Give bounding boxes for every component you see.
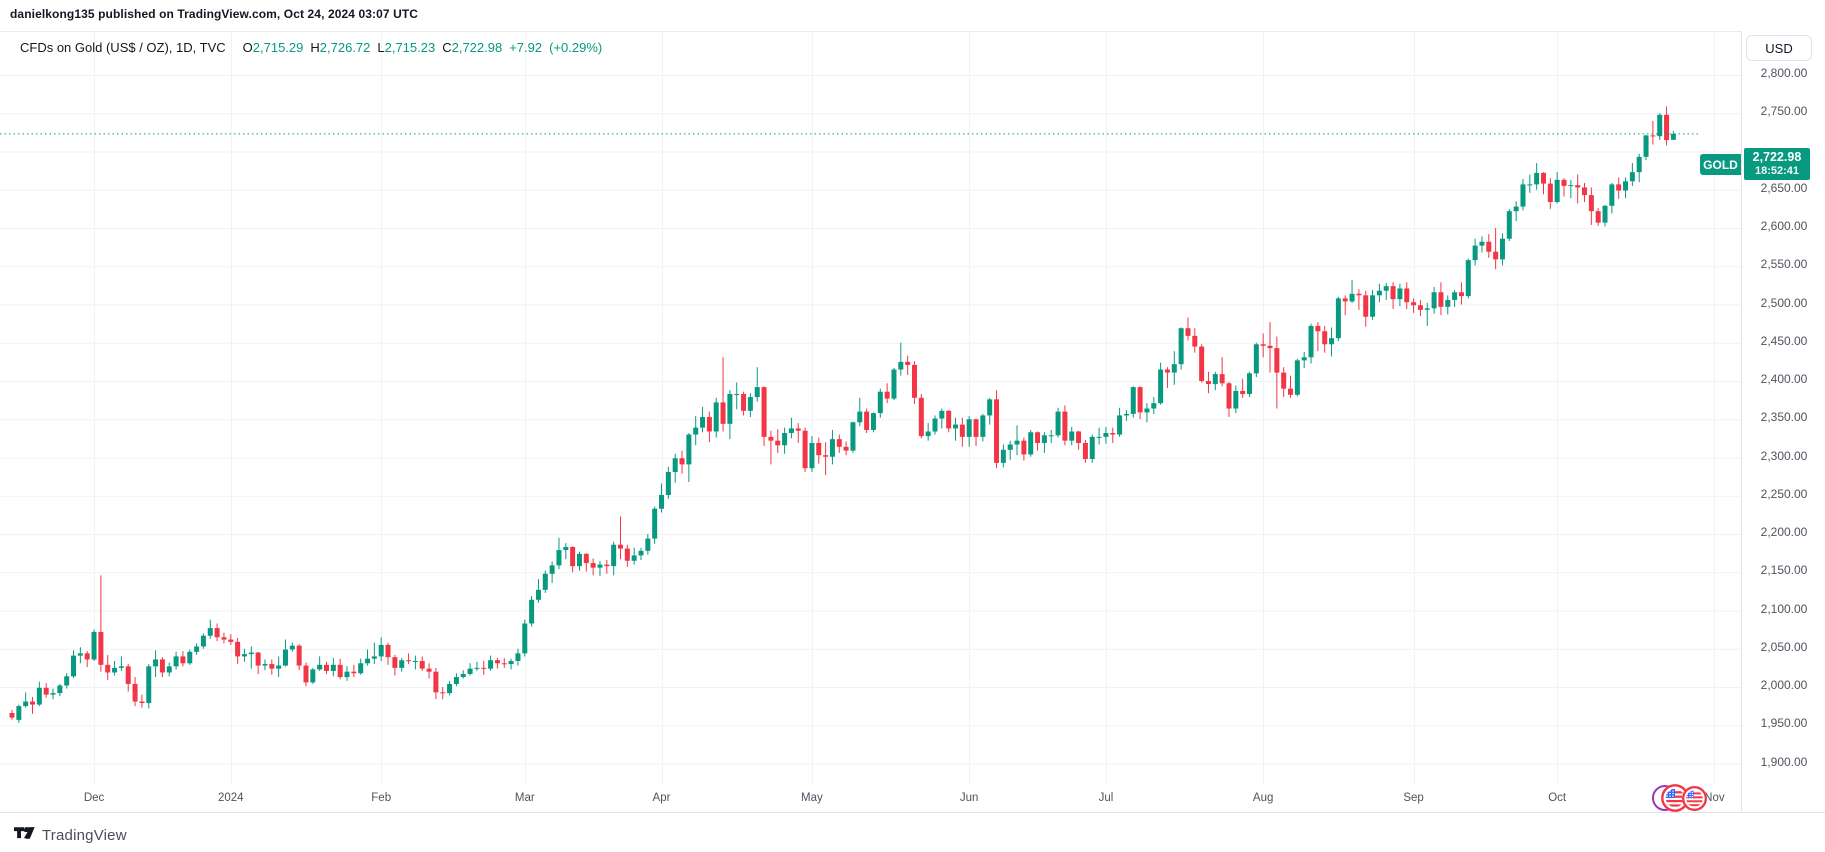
time-axis-label: Aug: [1253, 792, 1273, 804]
brand-text[interactable]: TradingView: [42, 826, 127, 844]
price-tick-label: 2,450.00: [1760, 333, 1808, 348]
change-value: +7.92: [509, 40, 543, 55]
time-axis-label: 2024: [218, 792, 244, 804]
change-percent: (+0.29%): [549, 40, 603, 55]
us-flag-icon[interactable]: [1661, 784, 1689, 812]
close-value: 2,722.98: [451, 40, 503, 55]
price-tick-label: 2,350.00: [1760, 410, 1808, 425]
open-label: O: [242, 40, 253, 55]
bar-countdown: 18:52:41: [1754, 164, 1800, 177]
price-tick-label: 2,550.00: [1760, 257, 1808, 272]
currency-button[interactable]: USD: [1746, 35, 1812, 61]
time-axis-label: Jul: [1099, 792, 1114, 804]
time-axis-label: Dec: [84, 792, 105, 804]
time-axis-label: Mar: [515, 792, 535, 804]
symbol-title[interactable]: CFDs on Gold (US$ / OZ), 1D, TVC: [20, 40, 226, 55]
high-value: 2,726.72: [319, 40, 371, 55]
price-tick-label: 1,900.00: [1760, 754, 1808, 769]
time-axis-label: Nov: [1704, 792, 1725, 804]
pane-bottom-border: [0, 812, 1825, 813]
footer: TradingView: [14, 825, 127, 845]
attribution-text: danielkong135 published on TradingView.c…: [10, 7, 419, 21]
time-axis-label: Apr: [653, 792, 671, 804]
economic-event-markers[interactable]: [1652, 784, 1710, 812]
price-tick-label: 2,750.00: [1760, 104, 1808, 119]
chart-pane[interactable]: Dec 2024 Feb Mar Apr May Jun Jul Aug Sep Oct Nov CF…: [0, 31, 1741, 813]
time-axis-label: Feb: [371, 792, 391, 804]
price-tick-label: 2,200.00: [1760, 525, 1808, 539]
us-flag-icon[interactable]: [1682, 786, 1707, 811]
close-label: C: [442, 40, 452, 55]
tradingview-logo-icon[interactable]: [14, 827, 35, 843]
last-price-box: 2,722.98 18:52:41: [1744, 147, 1810, 180]
price-tick-label: 2,100.00: [1760, 601, 1808, 616]
time-axis-label: Oct: [1548, 792, 1567, 804]
price-tick-label: 2,300.00: [1760, 448, 1808, 463]
time-axis-label: Jun: [960, 792, 979, 804]
high-label: H: [310, 40, 320, 55]
time-axis-label: May: [801, 792, 823, 804]
ticker-price-tag: GOLD: [1700, 154, 1741, 176]
price-tick-label: 1,950.00: [1760, 716, 1808, 731]
low-label: L: [377, 40, 385, 55]
price-tick-label: 2,000.00: [1760, 678, 1808, 692]
price-tick-label: 2,500.00: [1760, 295, 1808, 310]
symbol-legend: CFDs on Gold (US$ / OZ), 1D, TVC O2,715.2…: [20, 40, 602, 55]
time-axis-label: Sep: [1403, 792, 1423, 804]
price-tick-label: 2,800.00: [1760, 66, 1808, 80]
price-tick-label: 2,150.00: [1760, 563, 1808, 578]
price-tick-label: 2,250.00: [1760, 486, 1808, 501]
price-tick-label: 2,400.00: [1760, 372, 1808, 386]
price-tick-label: 2,600.00: [1760, 219, 1808, 233]
open-value: 2,715.29: [252, 40, 304, 55]
chart-plot[interactable]: Dec 2024 Feb Mar Apr May Jun Jul Aug Sep Oct Nov: [0, 32, 1741, 818]
price-axis[interactable]: USD 2,800.00 2,750.00 2,650.00 2,600.00 2,55…: [1741, 31, 1825, 812]
price-tick-label: 2,650.00: [1760, 180, 1808, 195]
last-price-value: 2,722.98: [1752, 150, 1802, 165]
low-value: 2,715.23: [384, 40, 436, 55]
attribution-bar: danielkong135 published on TradingView.c…: [0, 0, 1825, 31]
price-tick-label: 2,050.00: [1760, 639, 1808, 654]
